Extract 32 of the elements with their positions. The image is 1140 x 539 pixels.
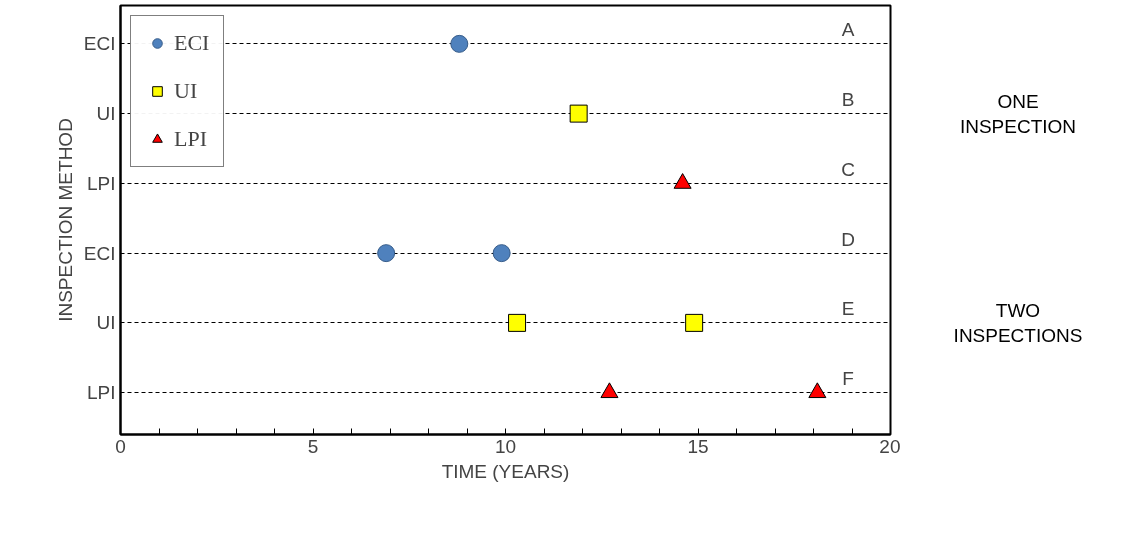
text: TWO INSPECTIONS <box>953 299 1083 346</box>
text: ONE INSPECTION <box>959 90 1077 137</box>
annotation: B <box>841 89 855 111</box>
annotation: E <box>841 298 855 320</box>
point <box>508 313 527 332</box>
x-tick-label: 0 <box>115 435 126 457</box>
point <box>685 313 704 332</box>
x-axis-title: TIME (YEARS) <box>441 460 570 482</box>
point <box>450 34 469 53</box>
x-tick-label: 20 <box>879 435 901 457</box>
point <box>569 104 588 123</box>
y-tick-label: ECI <box>83 33 116 55</box>
x-tick-label: 5 <box>307 435 319 457</box>
x-tick-label: 15 <box>687 435 709 457</box>
y-tick-label: LPI <box>86 172 116 194</box>
legend-label: ECI <box>174 30 210 56</box>
y-tick-label: ECI <box>83 242 116 264</box>
point <box>492 244 511 263</box>
legend-label: UI <box>174 78 198 104</box>
point <box>377 244 396 263</box>
y-axis-title: INSPECTION METHOD <box>54 118 76 322</box>
annotation: C <box>841 158 856 180</box>
y-tick-label: LPI <box>86 382 116 404</box>
x-tick-label: 10 <box>494 435 517 457</box>
legend-label: LPI <box>174 126 207 152</box>
point <box>808 382 827 399</box>
annotation: A <box>841 19 855 41</box>
y-tick-label: UI <box>96 312 116 334</box>
y-tick-label: UI <box>96 103 116 125</box>
annotation: F <box>842 368 854 390</box>
annotation: D <box>841 228 856 250</box>
point <box>600 382 619 399</box>
